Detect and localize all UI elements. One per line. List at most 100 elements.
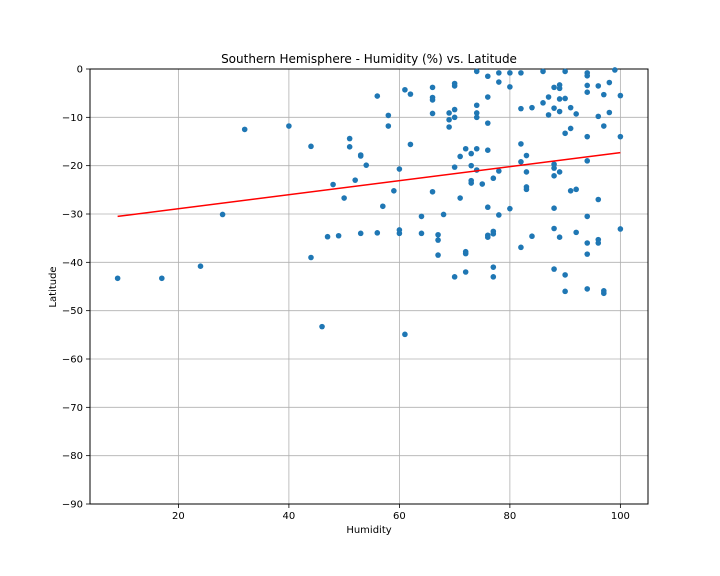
- data-point: [418, 230, 425, 237]
- data-point: [573, 229, 579, 236]
- data-point: [490, 231, 497, 237]
- data-point: [562, 130, 568, 137]
- y-tick-label: −60: [62, 355, 83, 366]
- data-point: [551, 266, 557, 272]
- data-point: [468, 180, 475, 186]
- data-point: [330, 181, 336, 188]
- x-tick-label: 60: [393, 511, 406, 522]
- data-point: [363, 162, 370, 168]
- data-point: [584, 158, 591, 164]
- data-point: [562, 95, 568, 102]
- data-point: [584, 240, 591, 246]
- data-point: [595, 240, 602, 246]
- data-point: [518, 105, 524, 112]
- data-point: [584, 89, 591, 95]
- data-point: [385, 123, 392, 129]
- data-point: [462, 250, 469, 257]
- y-tick-label: −90: [62, 500, 83, 511]
- data-point: [324, 233, 331, 240]
- data-point: [484, 73, 491, 80]
- data-point: [308, 254, 314, 261]
- data-point: [402, 86, 408, 93]
- data-point: [529, 233, 535, 240]
- data-point: [584, 133, 591, 140]
- y-axis-label: Latitude: [48, 266, 59, 307]
- data-point: [319, 323, 325, 330]
- data-point: [484, 120, 491, 126]
- y-axis-ticks: 0 −10 −20 −30 −40 −50 −60 −70 −80 −90: [62, 65, 90, 511]
- y-tick-label: −10: [62, 113, 83, 124]
- y-tick-label: −20: [62, 161, 83, 172]
- x-tick-label: 80: [504, 511, 517, 522]
- data-point: [473, 145, 480, 152]
- data-point: [159, 275, 165, 282]
- data-point: [595, 83, 602, 89]
- data-point: [352, 177, 358, 183]
- data-point: [346, 144, 353, 150]
- data-point: [286, 123, 292, 129]
- chart-title: Southern Hemisphere - Humidity (%) vs. L…: [221, 52, 517, 66]
- data-point: [468, 162, 475, 169]
- data-point: [523, 169, 530, 175]
- data-point: [396, 230, 403, 237]
- data-point: [446, 124, 452, 130]
- data-point: [562, 288, 568, 295]
- data-point: [496, 70, 502, 76]
- data-point: [518, 159, 524, 165]
- data-point: [612, 67, 618, 73]
- data-point: [114, 275, 121, 282]
- data-point: [518, 141, 524, 147]
- data-point: [584, 286, 591, 292]
- data-point: [219, 211, 226, 218]
- data-point: [545, 112, 552, 118]
- data-point: [407, 91, 414, 97]
- data-point: [241, 126, 248, 133]
- y-tick-label: −70: [62, 403, 83, 414]
- data-point: [573, 111, 579, 117]
- data-point: [584, 82, 591, 89]
- y-tick-label: −50: [62, 306, 83, 317]
- data-point: [567, 104, 574, 111]
- data-point: [551, 225, 557, 232]
- data-point: [496, 212, 502, 218]
- data-point: [529, 104, 535, 111]
- data-point: [584, 72, 591, 79]
- data-point: [396, 166, 403, 172]
- data-point: [385, 112, 392, 119]
- data-point: [523, 186, 530, 193]
- data-point: [556, 108, 563, 115]
- data-point: [507, 70, 513, 76]
- data-point: [462, 269, 469, 275]
- x-axis-label: Humidity: [346, 525, 391, 536]
- data-point: [556, 85, 563, 92]
- data-point: [496, 79, 502, 85]
- data-point: [346, 135, 353, 142]
- plot-area-frame: [89, 68, 649, 505]
- data-point: [540, 100, 546, 106]
- y-tick-label: 0: [77, 65, 83, 76]
- data-point: [584, 251, 591, 257]
- data-point: [551, 105, 557, 111]
- data-point: [473, 68, 480, 75]
- data-point: [451, 114, 458, 121]
- data-points: [114, 67, 624, 338]
- data-point: [551, 205, 557, 211]
- data-point: [451, 106, 458, 113]
- data-point: [457, 153, 463, 160]
- data-point: [335, 232, 342, 239]
- data-point: [490, 274, 497, 280]
- data-point: [484, 204, 491, 211]
- data-point: [435, 252, 441, 258]
- data-point: [407, 141, 414, 148]
- data-point: [357, 230, 364, 237]
- data-point: [573, 186, 579, 193]
- data-point: [451, 83, 458, 89]
- data-point: [562, 68, 568, 75]
- data-point: [518, 70, 524, 76]
- data-point: [551, 161, 557, 168]
- data-point: [567, 188, 574, 194]
- data-point: [457, 195, 463, 201]
- data-point: [391, 188, 397, 194]
- data-point: [435, 237, 441, 243]
